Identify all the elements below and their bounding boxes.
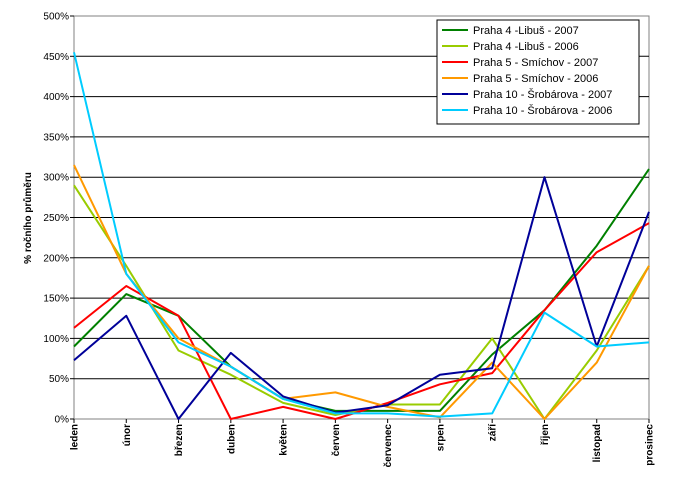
y-tick-label: 350% [43,132,69,143]
y-tick-label: 500% [43,12,69,23]
x-tick-label: srpen [435,424,446,451]
x-tick-label: květen [279,424,290,456]
y-tick-label: 50% [49,374,69,385]
x-tick-label: listopad [592,424,603,462]
legend-entry: Praha 10 - Šrobárova - 2006 [473,104,612,117]
legend: Praha 4 -Libuš - 2007 Praha 4 -Libuš - 20… [436,19,640,125]
y-tick-label: 150% [43,294,69,305]
legend-entry: Praha 4 -Libuš - 2006 [473,41,579,53]
y-tick-label: 300% [43,173,69,184]
x-tick-label: březen [174,424,185,456]
y-tick-label: 450% [43,52,69,63]
series-line [73,176,650,420]
series-line [73,52,650,418]
y-tick-label: 100% [43,334,69,345]
y-axis-ticks: 0% 50% 100% 150% 200% 250% 300% 350% 400% 450% 500… [43,12,74,426]
legend-entry: Praha 5 - Smíchov - 2006 [473,73,598,85]
x-tick-label: červenec [383,424,394,468]
x-tick-label: prosinec [645,424,656,466]
series-lines [73,52,650,420]
x-tick-label: říjen [540,424,551,445]
x-tick-label: září [488,423,499,441]
y-axis-label: % ročního průměru [22,172,34,264]
series-line [73,164,650,420]
legend-entry: Praha 4 -Libuš - 2007 [473,25,579,37]
x-tick-label: duben [226,424,237,454]
x-axis-ticks: leden únor březen duben květen červen červenec… [70,419,656,467]
y-tick-label: 200% [43,253,69,264]
y-tick-label: 400% [43,92,69,103]
series-line [73,222,650,420]
legend-entry: Praha 5 - Smíchov - 2007 [473,57,598,69]
y-tick-label: 0% [55,415,70,426]
x-tick-label: leden [70,424,81,450]
y-tick-label: 250% [43,213,69,224]
legend-box [436,19,640,125]
x-tick-label: červen [331,424,342,456]
x-tick-label: únor [122,424,133,446]
legend-entry: Praha 10 - Šrobárova - 2007 [473,88,612,101]
